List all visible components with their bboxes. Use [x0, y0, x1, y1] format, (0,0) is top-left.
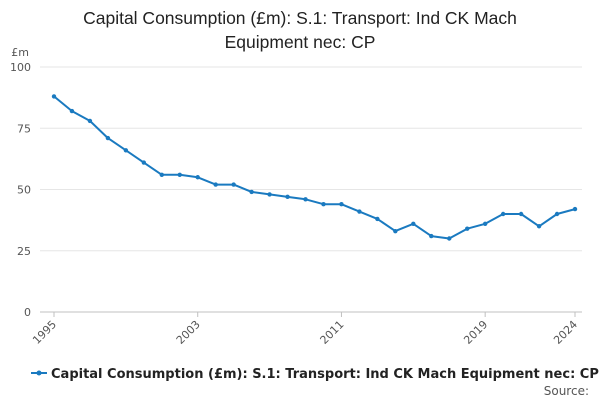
- y-tick-label: 50: [17, 184, 31, 197]
- x-tick-label: 2019: [461, 318, 490, 347]
- x-axis-ticks: 1995 2003 2011 2019 2024: [30, 312, 580, 347]
- data-point-1995[interactable]: [51, 94, 57, 99]
- data-point-2014[interactable]: [393, 228, 398, 234]
- data-point-1996[interactable]: [69, 108, 75, 114]
- data-point-2016[interactable]: [429, 233, 434, 239]
- data-point-2005[interactable]: [231, 182, 236, 187]
- data-point-2009[interactable]: [303, 197, 308, 202]
- data-point-2013[interactable]: [375, 216, 380, 222]
- series-line: [53, 95, 576, 240]
- data-point-2008[interactable]: [285, 194, 290, 200]
- gridlines: [40, 66, 582, 252]
- data-point-2019[interactable]: [482, 221, 488, 226]
- data-point-2022[interactable]: [536, 224, 542, 229]
- data-point-2002[interactable]: [177, 172, 182, 177]
- data-point-1998[interactable]: [105, 135, 111, 141]
- data-point-2018[interactable]: [465, 226, 470, 231]
- y-tick-label: 0: [24, 306, 31, 319]
- y-tick-label: 75: [17, 122, 31, 135]
- data-point-2001[interactable]: [159, 172, 164, 177]
- data-point-2000[interactable]: [141, 160, 147, 165]
- x-tick-label: 2003: [174, 318, 203, 347]
- data-point-2011[interactable]: [339, 202, 344, 207]
- data-point-2017[interactable]: [447, 236, 452, 241]
- chart-title-line-2: Equipment nec: CP: [224, 32, 376, 52]
- data-point-2015[interactable]: [411, 221, 416, 226]
- data-point-1997[interactable]: [87, 118, 93, 124]
- x-tick-label: 2024: [551, 318, 580, 347]
- data-point-2003[interactable]: [195, 175, 200, 180]
- data-point-2024[interactable]: [572, 206, 578, 212]
- data-point-2020[interactable]: [500, 211, 506, 217]
- chart-title: Capital Consumption (£m): S.1: Transport…: [0, 6, 600, 54]
- data-point-2006[interactable]: [249, 189, 254, 195]
- chart-title-line-1: Capital Consumption (£m): S.1: Transport…: [83, 8, 517, 28]
- x-tick-label: 2011: [318, 318, 347, 347]
- data-point-2010[interactable]: [321, 202, 326, 207]
- y-axis-ticks: 0 25 50 75 100: [10, 61, 31, 319]
- legend[interactable]: Capital Consumption (£m): S.1: Transport…: [31, 367, 599, 382]
- x-tick-label: 1995: [30, 318, 59, 347]
- y-axis-unit-label: £m: [11, 46, 29, 59]
- data-point-1999[interactable]: [123, 148, 129, 153]
- series-layer: [51, 94, 578, 241]
- data-point-2007[interactable]: [267, 192, 272, 197]
- source-label: Source:: [544, 384, 589, 398]
- data-point-2021[interactable]: [518, 211, 524, 217]
- legend-point-marker: [36, 370, 42, 376]
- data-point-2004[interactable]: [213, 182, 218, 187]
- y-tick-label: 25: [17, 245, 31, 258]
- legend-label: Capital Consumption (£m): S.1: Transport…: [51, 367, 599, 382]
- y-tick-label: 100: [10, 61, 31, 74]
- data-point-2012[interactable]: [357, 209, 362, 214]
- data-point-2023[interactable]: [554, 211, 560, 217]
